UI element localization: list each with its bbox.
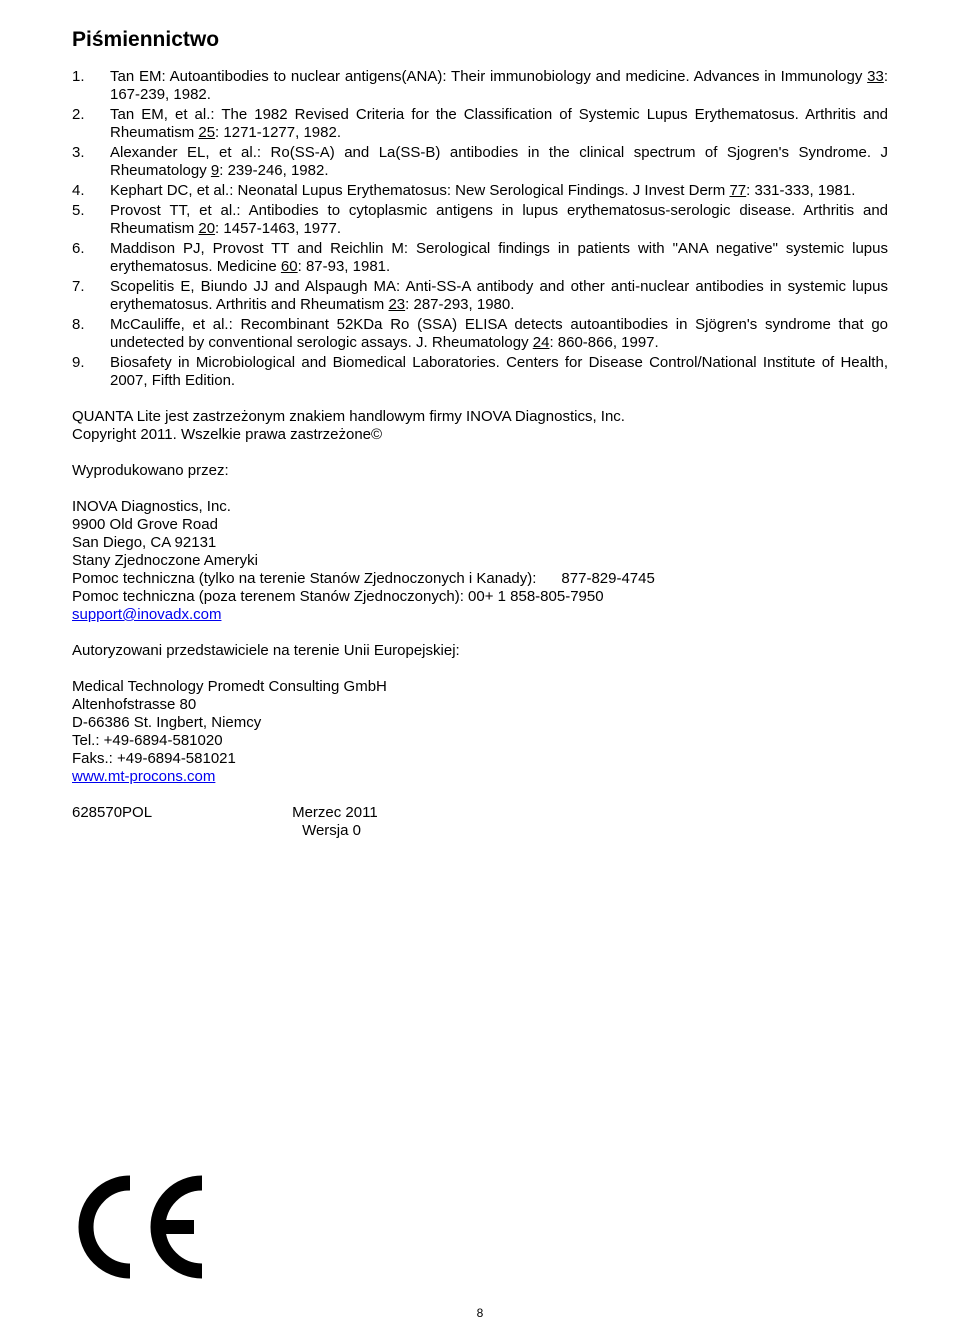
document-footer: 628570POL Merzec 2011 Wersja 0 — [72, 804, 888, 840]
reference-number: 4. — [72, 182, 110, 200]
reference-item: 3. Alexander EL, et al.: Ro(SS-A) and La… — [72, 144, 888, 180]
trademark-section: QUANTA Lite jest zastrzeżonym znakiem ha… — [72, 408, 888, 444]
reference-number: 9. — [72, 354, 110, 390]
reference-item: 6. Maddison PJ, Provost TT and Reichlin … — [72, 240, 888, 276]
reference-text: Tan EM, et al.: The 1982 Revised Criteri… — [110, 106, 888, 142]
eu-rep-address: Altenhofstrasse 80 — [72, 696, 888, 714]
manufacturer-block: INOVA Diagnostics, Inc. 9900 Old Grove R… — [72, 498, 888, 624]
eu-rep-address: D-66386 St. Ingbert, Niemcy — [72, 714, 888, 732]
copyright-line: Copyright 2011. Wszelkie prawa zastrzeżo… — [72, 426, 888, 444]
reference-number: 6. — [72, 240, 110, 276]
reference-text: Biosafety in Microbiological and Biomedi… — [110, 354, 888, 390]
manufacturer-address: Stany Zjednoczone Ameryki — [72, 552, 888, 570]
reference-number: 3. — [72, 144, 110, 180]
eu-rep-tel: Tel.: +49-6894-581020 — [72, 732, 888, 750]
manufacturer-address: San Diego, CA 92131 — [72, 534, 888, 552]
reference-number: 2. — [72, 106, 110, 142]
reference-number: 7. — [72, 278, 110, 314]
reference-text: Alexander EL, et al.: Ro(SS-A) and La(SS… — [110, 144, 888, 180]
document-date: Merzec 2011 — [292, 804, 378, 821]
manufacturer-address: 9900 Old Grove Road — [72, 516, 888, 534]
reference-text: Tan EM: Autoantibodies to nuclear antige… — [110, 68, 888, 104]
reference-item: 7. Scopelitis E, Biundo JJ and Alspaugh … — [72, 278, 888, 314]
reference-number: 8. — [72, 316, 110, 352]
tech-support-intl: Pomoc techniczna (poza terenem Stanów Zj… — [72, 588, 888, 606]
ce-mark-icon — [72, 1175, 222, 1280]
reference-list: 1. Tan EM: Autoantibodies to nuclear ant… — [72, 68, 888, 390]
reference-item: 8. McCauliffe, et al.: Recombinant 52KDa… — [72, 316, 888, 352]
manufacturer-name: INOVA Diagnostics, Inc. — [72, 498, 888, 516]
tech-support-us: Pomoc techniczna (tylko na terenie Stanó… — [72, 570, 888, 588]
page-number: 8 — [477, 1306, 484, 1320]
reference-number: 1. — [72, 68, 110, 104]
reference-item: 1. Tan EM: Autoantibodies to nuclear ant… — [72, 68, 888, 104]
trademark-line: QUANTA Lite jest zastrzeżonym znakiem ha… — [72, 408, 888, 426]
reference-number: 5. — [72, 202, 110, 238]
eu-rep-label: Autoryzowani przedstawiciele na terenie … — [72, 642, 888, 660]
eu-rep-name: Medical Technology Promedt Consulting Gm… — [72, 678, 888, 696]
reference-text: Kephart DC, et al.: Neonatal Lupus Eryth… — [110, 182, 888, 200]
manufactured-label: Wyprodukowano przez: — [72, 462, 888, 480]
reference-item: 2. Tan EM, et al.: The 1982 Revised Crit… — [72, 106, 888, 142]
eu-rep-website-link[interactable]: www.mt-procons.com — [72, 768, 215, 785]
eu-rep-block: Medical Technology Promedt Consulting Gm… — [72, 678, 888, 786]
reference-item: 9. Biosafety in Microbiological and Biom… — [72, 354, 888, 390]
reference-item: 5. Provost TT, et al.: Antibodies to cyt… — [72, 202, 888, 238]
reference-text: Scopelitis E, Biundo JJ and Alspaugh MA:… — [110, 278, 888, 314]
document-code: 628570POL — [72, 804, 152, 840]
reference-text: Provost TT, et al.: Antibodies to cytopl… — [110, 202, 888, 238]
document-version: Wersja 0 — [292, 822, 361, 839]
support-email-link[interactable]: support@inovadx.com — [72, 606, 221, 623]
reference-item: 4. Kephart DC, et al.: Neonatal Lupus Er… — [72, 182, 888, 200]
page-title: Piśmiennictwo — [72, 28, 888, 52]
reference-text: Maddison PJ, Provost TT and Reichlin M: … — [110, 240, 888, 276]
eu-rep-fax: Faks.: +49-6894-581021 — [72, 750, 888, 768]
reference-text: McCauliffe, et al.: Recombinant 52KDa Ro… — [110, 316, 888, 352]
